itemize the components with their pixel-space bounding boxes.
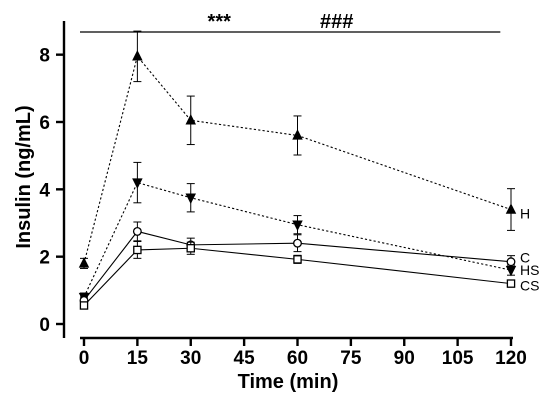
axes: 0 2 4 6 8 0 15 30 45 60 75 90 105 120 <box>39 21 527 369</box>
significance-annotation: *** ### <box>80 11 501 33</box>
data-point-CS-15 <box>133 245 142 255</box>
data-point-H-15 <box>132 50 143 61</box>
y-tick-label-6: 6 <box>39 113 50 134</box>
x-tick-label-30: 30 <box>180 348 201 369</box>
x-axis-title: Time (min) <box>238 371 339 393</box>
x-tick-label-15: 15 <box>127 348 149 369</box>
y-tick-label-0: 0 <box>39 315 50 336</box>
x-tick-label-45: 45 <box>234 348 256 369</box>
data-point-H-30 <box>185 114 196 125</box>
series-HS: HS <box>78 161 539 304</box>
x-tick-label-0: 0 <box>79 348 90 369</box>
y-tick-label-8: 8 <box>39 46 50 67</box>
data-point-CS-0 <box>79 301 89 310</box>
y-tick-label-2: 2 <box>39 248 50 269</box>
data-point-HS-30 <box>185 193 196 205</box>
series-C: C <box>79 221 530 305</box>
y-axis-title: Insulin (ng/mL) <box>13 105 35 248</box>
data-point-HS-60 <box>292 220 303 231</box>
series-layer: H HSC CS <box>78 30 539 310</box>
series-label-C: C <box>520 250 530 266</box>
series-line-H <box>83 55 512 264</box>
series-label-CS: CS <box>520 278 539 294</box>
data-point-H-60 <box>292 129 303 140</box>
series-label-HS: HS <box>520 262 539 278</box>
x-tick-label-60: 60 <box>287 348 308 369</box>
x-tick-label-90: 90 <box>394 348 415 369</box>
data-point-CS-120 <box>506 279 516 288</box>
data-point-C-60 <box>293 238 302 248</box>
significance-label-0: *** <box>208 11 232 33</box>
data-point-CS-30 <box>186 243 195 253</box>
series-label-H: H <box>520 206 530 222</box>
x-tick-label-75: 75 <box>340 348 362 369</box>
data-point-C-15 <box>132 226 142 236</box>
x-tick-label-105: 105 <box>442 348 474 369</box>
series-H: H <box>78 30 530 269</box>
significance-label-1: ### <box>320 11 353 33</box>
data-point-HS-15 <box>132 178 143 189</box>
x-tick-label-120: 120 <box>495 348 527 369</box>
data-point-CS-60 <box>293 255 302 264</box>
y-tick-label-4: 4 <box>39 180 50 201</box>
data-point-C-120 <box>506 257 516 267</box>
data-point-H-120 <box>505 203 517 214</box>
data-point-H-0 <box>78 257 90 268</box>
series-CS: CS <box>79 241 539 310</box>
